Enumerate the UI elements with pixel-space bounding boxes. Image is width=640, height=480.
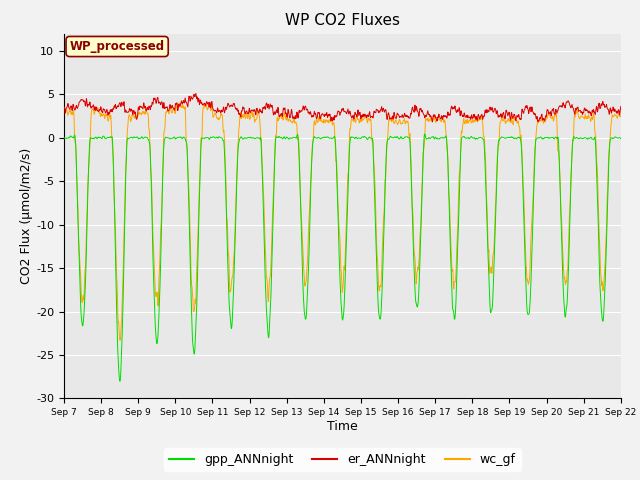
Legend: gpp_ANNnight, er_ANNnight, wc_gf: gpp_ANNnight, er_ANNnight, wc_gf (164, 448, 520, 471)
Y-axis label: CO2 Flux (μmol/m2/s): CO2 Flux (μmol/m2/s) (20, 148, 33, 284)
Text: WP_processed: WP_processed (70, 40, 164, 53)
X-axis label: Time: Time (327, 420, 358, 433)
Title: WP CO2 Fluxes: WP CO2 Fluxes (285, 13, 400, 28)
